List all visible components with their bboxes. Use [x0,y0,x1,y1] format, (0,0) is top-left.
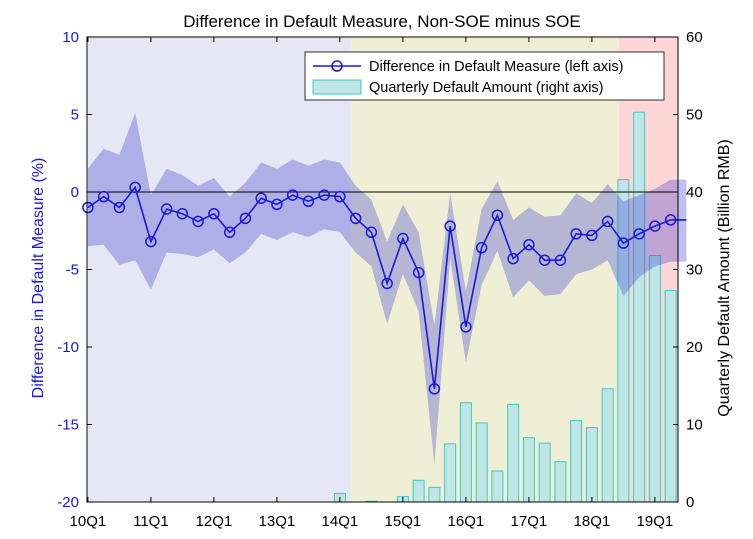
difference-point [239,212,252,225]
default-amount-bar [664,289,677,503]
difference-point [113,201,126,214]
difference-point [97,190,110,203]
x-tick-label: 19Q1 [637,513,674,530]
difference-point [538,254,551,266]
x-tick-label: 13Q1 [259,513,296,530]
difference-point [334,190,346,203]
difference-point [286,189,299,201]
default-amount-bar [475,422,488,503]
x-tick-label: 12Q1 [196,513,233,530]
left-tick-label: -10 [57,339,79,356]
left-tick-label: 10 [62,29,79,46]
difference-point [397,232,409,245]
legend-marker [331,60,343,72]
difference-point [82,201,94,214]
left-tick-label: -5 [66,262,79,279]
difference-line [82,181,687,395]
difference-point [507,252,519,265]
left-tick-label: 5 [71,107,79,124]
default-amount-bar [648,255,661,503]
difference-point [601,215,614,228]
difference-point [176,207,189,220]
difference-point [586,229,598,242]
difference-point [649,220,661,232]
x-tick-label: 11Q1 [133,513,169,530]
legend-label-amount: Quarterly Default Amount (right axis) [369,80,604,96]
default-amount-bar [538,442,551,503]
difference-point [475,242,488,254]
difference-point [129,181,141,194]
x-tick-label: 14Q1 [322,513,359,530]
left-tick-label: -20 [57,494,79,511]
difference-point [491,209,504,221]
difference-point [318,189,330,201]
default-amount-bar [554,461,567,503]
difference-point [570,228,582,240]
region-0 [87,37,351,502]
difference-point [160,203,173,215]
left-axis-label: Difference in Default Measure (%) [30,158,47,399]
difference-point [255,192,267,204]
default-amount-bar [459,402,472,503]
difference-point [349,212,362,225]
difference-point [271,198,283,211]
default-amount-bar [522,437,535,503]
difference-point [460,321,472,333]
difference-point [444,220,456,232]
difference-point [192,215,204,228]
difference-point [428,383,441,395]
difference-point [365,226,378,239]
legend: Difference in Default Measure (left axis… [304,51,665,101]
difference-point [381,277,393,290]
difference-point [412,266,425,279]
legend-box [304,51,665,101]
x-tick-label: 16Q1 [448,513,485,530]
default-amount-bar [507,403,520,503]
default-amount-bar [412,479,425,503]
default-amount-bar [428,486,441,503]
x-tick-label: 18Q1 [574,513,611,530]
difference-point [223,226,236,239]
x-tick-label: 15Q1 [385,513,422,530]
left-tick-label: 0 [71,184,79,201]
difference-point [633,228,645,240]
shaded-regions [87,37,678,502]
right-tick-label: 20 [686,339,703,356]
default-amount-bar [633,111,646,503]
difference-point [145,235,157,248]
chart-title: Difference in Default Measure, Non-SOE m… [183,12,580,31]
default-amount-bar [585,427,598,503]
right-tick-label: 40 [686,184,703,201]
right-tick-label: 0 [686,494,694,511]
default-amount-bar [570,420,583,503]
difference-point [664,214,677,226]
right-axis-label: Quarterly Default Amount (Billion RMB) [716,139,733,416]
default-amount-bar [444,443,457,503]
difference-point [208,207,220,220]
difference-point [523,238,535,251]
x-tick-label: 17Q1 [511,513,548,530]
difference-point [554,254,567,266]
legend-label-difference: Difference in Default Measure (left axis… [369,59,623,75]
legend-bar-swatch [312,79,362,95]
right-tick-label: 10 [686,417,703,434]
right-tick-label: 60 [686,29,703,46]
right-tick-label: 50 [686,107,703,124]
difference-point [302,195,315,208]
default-amount-bar [491,470,504,503]
x-tick-label: 10Q1 [70,513,107,530]
left-tick-label: -15 [57,417,79,434]
right-tick-label: 30 [686,262,703,279]
default-amount-bar [601,388,614,503]
difference-point [617,237,630,249]
